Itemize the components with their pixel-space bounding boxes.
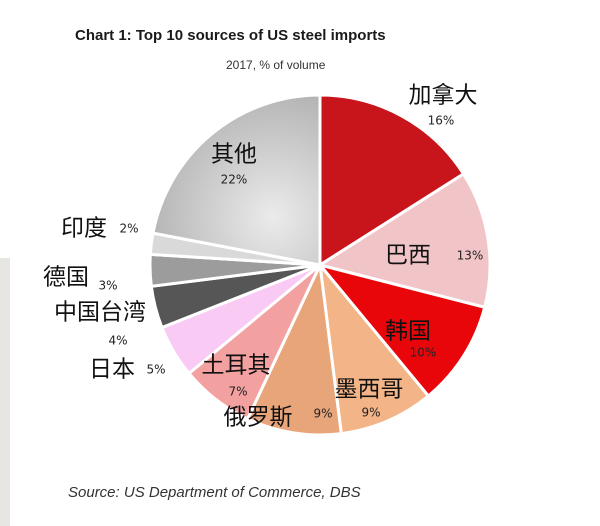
slice-value-label-1: 13% <box>457 249 484 263</box>
slice-label-10: 其他 <box>211 142 257 168</box>
pie-slice-2 <box>315 262 487 399</box>
chart-title: Chart 1: Top 10 sources of US steel impo… <box>75 27 386 44</box>
slice-value-label-10: 22% <box>221 173 248 187</box>
slice-value-label-7: 4% <box>108 334 127 348</box>
slice-label-4: 俄罗斯 <box>224 405 293 431</box>
pie-slice-4 <box>245 259 343 437</box>
slice-label-0: 加拿大 <box>409 82 478 109</box>
slice-value-label-0: 16% <box>428 114 455 128</box>
left-edge-band <box>0 258 10 526</box>
slice-label-8: 德国 <box>43 265 89 291</box>
slice-value-label-6: 5% <box>146 363 165 377</box>
slice-label-2: 韩国 <box>385 319 431 345</box>
slice-value-label-2: 10% <box>410 346 437 360</box>
slice-value-label-5: 7% <box>228 385 247 399</box>
slice-label-7: 中国台湾 <box>54 300 146 326</box>
chart-subtitle: 2017, % of volume <box>226 58 326 72</box>
slice-value-label-8: 3% <box>98 279 117 293</box>
slice-value-label-4: 9% <box>313 407 332 421</box>
pie-slice-0 <box>318 93 466 268</box>
pie-slice-1 <box>316 171 492 310</box>
slice-label-6: 日本 <box>89 357 135 383</box>
slice-label-3: 墨西哥 <box>335 377 404 403</box>
slice-label-5: 土耳其 <box>202 353 271 379</box>
slice-label-9: 印度 <box>61 216 107 242</box>
slice-label-1: 巴西 <box>385 243 431 269</box>
slice-value-label-9: 2% <box>119 222 138 236</box>
pie-slice-3 <box>317 260 431 436</box>
slice-value-label-3: 9% <box>361 406 380 420</box>
chart-source: Source: US Department of Commerce, DBS <box>68 484 361 501</box>
pie-slice-10 <box>151 93 322 267</box>
